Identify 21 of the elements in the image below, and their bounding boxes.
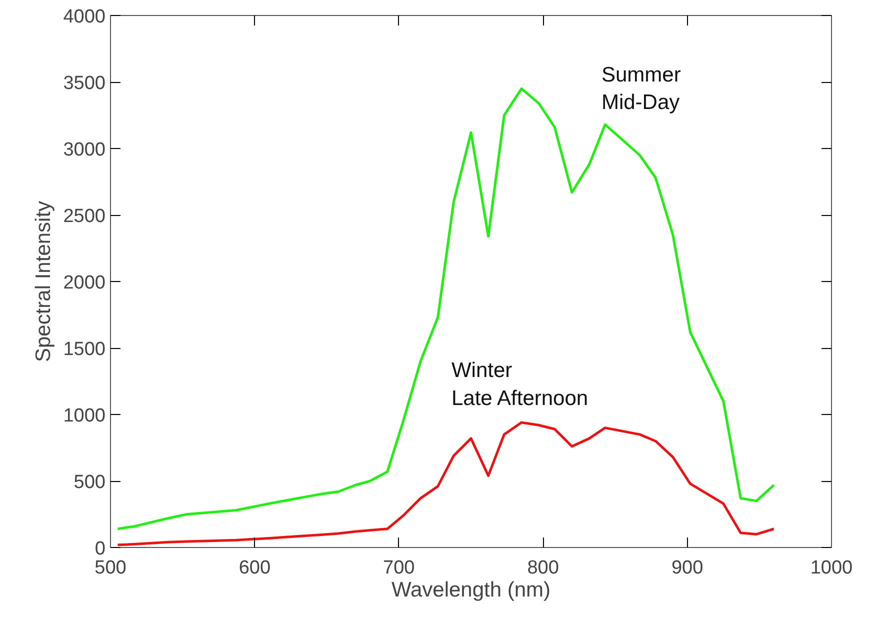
x-tick-label: 700 <box>383 558 415 578</box>
series-label: Winter Late Afternoon <box>451 359 588 410</box>
y-tick-label: 500 <box>74 472 106 493</box>
x-tick-label: 800 <box>527 558 559 578</box>
y-tick-label: 2500 <box>63 206 106 227</box>
x-tick-label: 500 <box>94 558 126 578</box>
y-tick-label: 3000 <box>63 140 106 160</box>
x-tick-label: 1000 <box>810 558 853 578</box>
x-tick-label: 600 <box>238 558 271 578</box>
series-label: Summer Mid-Day <box>601 63 681 114</box>
y-axis-title: Spectral Intensity <box>32 200 56 362</box>
y-tick-label: 3500 <box>63 73 106 94</box>
line-series <box>116 87 776 530</box>
y-tick-label: 0 <box>94 538 106 560</box>
x-tick-label: 900 <box>671 558 704 578</box>
line-series <box>116 421 776 546</box>
y-tick-label: 1000 <box>63 406 106 426</box>
y-tick-label: 4000 <box>63 6 106 28</box>
y-tick-label: 2000 <box>63 272 106 294</box>
y-tick-label: 1500 <box>63 339 106 360</box>
x-axis-title: Wavelength (nm) <box>391 578 551 602</box>
